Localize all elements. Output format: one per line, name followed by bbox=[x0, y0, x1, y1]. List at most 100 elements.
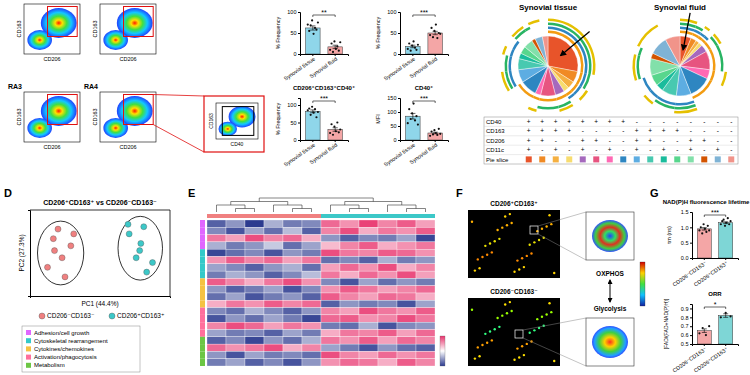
tick: CD206⁺CD163⁺ bbox=[693, 344, 729, 374]
column-group-bar bbox=[340, 214, 359, 218]
data-point bbox=[336, 45, 338, 47]
chart-title: CD206⁺CD163⁺ vs CD206⁻CD163⁻ bbox=[43, 199, 157, 206]
error-line bbox=[704, 329, 705, 333]
dendrogram-branch bbox=[331, 205, 360, 212]
axis-title: CD206 bbox=[119, 144, 136, 150]
zoom-link bbox=[153, 125, 204, 153]
sample-label: RA3 bbox=[8, 83, 22, 90]
dendrogram-branch bbox=[236, 209, 255, 213]
tick-label: CD206⁻CD163⁻ bbox=[671, 346, 707, 374]
heatmap-cell bbox=[416, 257, 435, 264]
annotation: * bbox=[714, 301, 717, 308]
table-cell: + bbox=[554, 118, 558, 125]
error-line bbox=[433, 34, 438, 35]
data-point bbox=[408, 108, 410, 110]
heatmap-cell bbox=[283, 344, 302, 351]
heatmap-cell bbox=[245, 308, 264, 315]
heatmap-cell bbox=[207, 271, 226, 278]
table-cell: + bbox=[675, 127, 679, 134]
row-group-bar bbox=[200, 359, 205, 366]
heatmap-cell bbox=[302, 220, 321, 227]
figure: CD163CD206CD163CD206CD163CD206RA3CD163CD… bbox=[0, 0, 750, 375]
heatmap-cell bbox=[207, 278, 226, 285]
tick: 0 bbox=[293, 51, 300, 57]
y-axis-line bbox=[28, 211, 31, 297]
slice-swatch bbox=[607, 156, 613, 162]
table-cell: + bbox=[621, 118, 625, 125]
heatmap-cell bbox=[245, 337, 264, 344]
annotation: *** bbox=[420, 9, 428, 16]
heatmap-cell bbox=[378, 359, 397, 366]
bar-chart: 050100150Synovial tissueSynovial fluid**… bbox=[375, 85, 449, 168]
zoom-image bbox=[586, 318, 634, 366]
heatmap-cell bbox=[416, 337, 435, 344]
heatmap-cell bbox=[416, 227, 435, 234]
axis-title: % Frequency bbox=[275, 103, 281, 136]
heatmap-cell bbox=[359, 278, 378, 285]
heatmap-cell bbox=[321, 330, 340, 337]
heatmap-cell bbox=[397, 286, 416, 293]
table-cell: - bbox=[717, 137, 719, 144]
heatmap-cell bbox=[207, 330, 226, 337]
heatmap-cell bbox=[226, 220, 245, 227]
tick: 0.0 bbox=[681, 255, 692, 261]
heatmap-cell bbox=[245, 300, 264, 307]
slice-swatch bbox=[728, 156, 734, 162]
tick: 0.5 bbox=[681, 341, 692, 347]
x-axis: Synovial tissueSynovial fluid bbox=[283, 140, 349, 168]
tick: 50 bbox=[390, 30, 400, 36]
chart-title: ORR bbox=[708, 291, 722, 297]
slice-swatch bbox=[620, 156, 626, 162]
cell-dot bbox=[484, 245, 486, 247]
heatmap-cell bbox=[245, 286, 264, 293]
tick-label: 0.9 bbox=[681, 306, 689, 312]
tick-label: 0.5 bbox=[681, 341, 689, 347]
arrow bbox=[683, 13, 690, 50]
x-axis: Synovial tissueSynovial fluid bbox=[383, 54, 449, 82]
axis-title: CD163 bbox=[92, 20, 98, 37]
marker-arc bbox=[695, 26, 703, 32]
tick-mark bbox=[398, 54, 400, 55]
heatmap-cell bbox=[397, 257, 416, 264]
heatmap-cell bbox=[283, 242, 302, 249]
zoom-link bbox=[538, 234, 586, 260]
heatmap-cell bbox=[207, 264, 226, 271]
cell-dot bbox=[509, 213, 511, 215]
data-point bbox=[707, 225, 709, 227]
row-group-bar bbox=[200, 235, 205, 242]
heatmap-cell bbox=[302, 330, 321, 337]
cell-dot bbox=[536, 318, 538, 320]
zoom-frame bbox=[204, 96, 264, 152]
data-point bbox=[141, 224, 147, 230]
marker-arc bbox=[568, 93, 575, 99]
tick-label: 0 bbox=[293, 51, 296, 57]
dendrogram-branch bbox=[217, 205, 246, 212]
heatmap-cell bbox=[283, 322, 302, 329]
y-axis: 0.00.51.01.5 bbox=[681, 209, 693, 261]
annotation: *** bbox=[320, 95, 328, 102]
bar bbox=[719, 316, 733, 344]
data-point bbox=[720, 316, 722, 318]
heatmap-cell bbox=[283, 235, 302, 242]
table-cell: - bbox=[690, 127, 692, 134]
plot-area bbox=[306, 106, 343, 140]
axis-title: CD40 bbox=[231, 141, 244, 147]
plot-frame bbox=[100, 92, 156, 142]
table-cell: + bbox=[662, 127, 666, 134]
plot-frame bbox=[100, 4, 156, 54]
heatmap-cell bbox=[397, 359, 416, 366]
pie-slice bbox=[666, 36, 680, 66]
data-point bbox=[705, 231, 707, 233]
data-point bbox=[329, 49, 331, 51]
heatmap-cell bbox=[264, 249, 283, 256]
data-point bbox=[126, 231, 132, 237]
y-axis: 0.50.60.70.80.9 bbox=[681, 305, 693, 348]
heatmap-cell bbox=[245, 359, 264, 366]
flow-cytometry: CD163CD206CD163CD206CD163CD206RA3CD163CD… bbox=[8, 4, 264, 152]
heatmap-cell bbox=[207, 249, 226, 256]
legend-frame bbox=[22, 326, 140, 372]
data-point bbox=[701, 232, 703, 234]
marker-arc bbox=[716, 45, 724, 71]
table-cell: + bbox=[527, 127, 531, 134]
tick: 0 bbox=[393, 137, 400, 143]
